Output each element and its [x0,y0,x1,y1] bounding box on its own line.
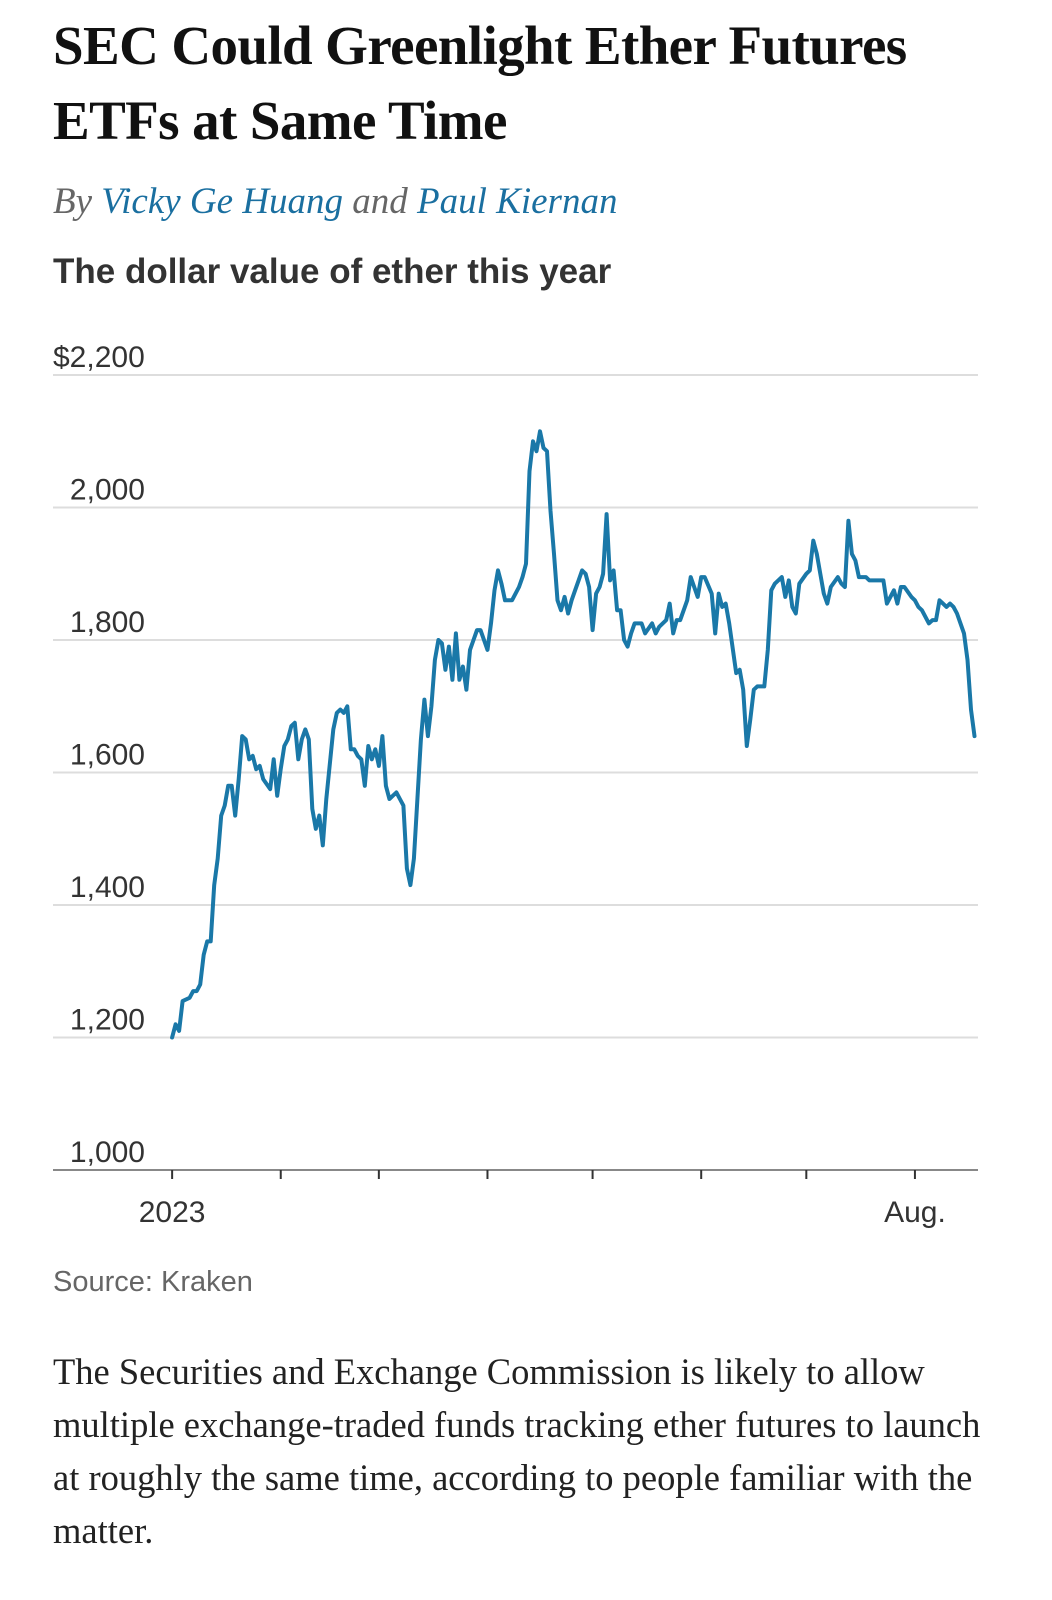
byline: By Vicky Ge Huang and Paul Kiernan [53,180,617,223]
byline-conjunction: and [352,181,408,222]
article-body: The Securities and Exchange Commission i… [53,1351,981,1551]
y-tick-label: 1,800 [70,606,145,639]
price-line [170,429,977,1040]
x-tick-label: 2023 [139,1196,206,1229]
y-tick-label: 1,400 [70,871,145,904]
byline-prefix: By [53,181,93,222]
author-link[interactable]: Paul Kiernan [417,181,618,222]
y-tick-label: $2,200 [53,341,145,374]
headline: SEC Could Greenlight Ether Futures ETFs … [53,15,907,151]
chart-source: Source: Kraken [53,1266,253,1298]
y-tick-label: 2,000 [70,474,145,507]
chart: 1,000 1,200 1,400 1,600 1,800 2,000 $2,200 2023… [53,341,978,1229]
x-tick-label: Aug. [884,1196,946,1229]
author-link[interactable]: Vicky Ge Huang [101,181,344,222]
y-tick-label: 1,000 [70,1136,145,1169]
chart-title: The dollar value of ether this year [53,252,612,291]
y-tick-label: 1,200 [70,1004,145,1037]
y-tick-label: 1,600 [70,739,145,772]
